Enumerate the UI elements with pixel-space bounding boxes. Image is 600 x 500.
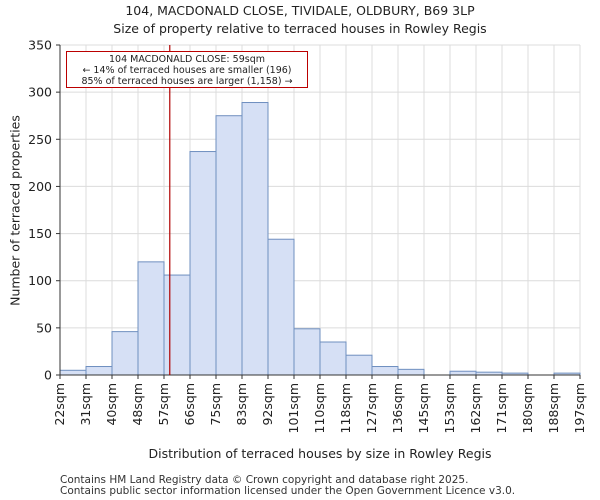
x-tick-label: 101sqm: [286, 383, 301, 433]
y-axis-label: Number of terraced properties: [7, 115, 23, 306]
annotation-line-3: 85% of terraced houses are larger (1,158…: [81, 76, 293, 87]
y-tick-label: 250: [28, 132, 52, 147]
y-tick-label: 0: [44, 368, 52, 383]
bar: [189, 151, 217, 376]
y-tick-label: 200: [28, 179, 52, 194]
annotation-line-2: ← 14% of terraced houses are smaller (19…: [82, 65, 292, 76]
bar: [371, 366, 399, 376]
y-tick-label: 350: [28, 38, 52, 53]
bar: [267, 238, 295, 376]
y-tick-label: 300: [28, 85, 52, 100]
y-tick-label: 50: [36, 320, 52, 335]
x-tick-label: 83sqm: [234, 383, 249, 426]
bar: [215, 115, 243, 376]
bar: [59, 369, 87, 376]
x-tick-label: 197sqm: [572, 383, 587, 433]
bar: [137, 261, 165, 376]
x-tick-label: 153sqm: [442, 383, 457, 433]
chart-title: 104, MACDONALD CLOSE, TIVIDALE, OLDBURY,…: [125, 3, 475, 18]
bar: [85, 366, 113, 376]
bar: [345, 354, 373, 376]
x-tick-label: 31sqm: [78, 383, 93, 426]
bar: [319, 341, 347, 376]
x-tick-label: 162sqm: [468, 383, 483, 433]
footer-line-1: Contains HM Land Registry data © Crown c…: [60, 474, 469, 486]
x-tick-label: 127sqm: [364, 383, 379, 433]
bar: [449, 370, 477, 376]
y-tick-label: 150: [28, 226, 52, 241]
x-tick-label: 40sqm: [104, 383, 119, 426]
x-tick-label: 171sqm: [494, 383, 509, 433]
x-tick-label: 66sqm: [182, 383, 197, 426]
x-tick-label: 180sqm: [520, 383, 535, 433]
y-tick-label: 100: [28, 273, 52, 288]
bar: [397, 368, 425, 376]
chart-subtitle: Size of property relative to terraced ho…: [113, 21, 487, 36]
x-tick-label: 57sqm: [156, 383, 171, 426]
x-tick-label: 118sqm: [338, 383, 353, 433]
x-tick-label: 188sqm: [546, 383, 561, 433]
bar: [111, 331, 139, 376]
footer-line-2: Contains public sector information licen…: [60, 485, 516, 497]
x-axis-label: Distribution of terraced houses by size …: [148, 446, 492, 461]
marker-annotation: 104 MACDONALD CLOSE: 59sqm ← 14% of terr…: [66, 51, 308, 88]
bar: [293, 328, 321, 376]
x-tick-label: 136sqm: [390, 383, 405, 433]
annotation-line-1: 104 MACDONALD CLOSE: 59sqm: [109, 54, 265, 65]
x-tick-label: 145sqm: [416, 383, 431, 433]
bar: [163, 274, 191, 376]
bar: [241, 102, 269, 376]
x-tick-label: 92sqm: [260, 383, 275, 426]
x-tick-label: 48sqm: [130, 383, 145, 426]
x-tick-label: 22sqm: [52, 383, 67, 426]
x-tick-label: 110sqm: [312, 383, 327, 433]
x-tick-label: 75sqm: [208, 383, 223, 426]
